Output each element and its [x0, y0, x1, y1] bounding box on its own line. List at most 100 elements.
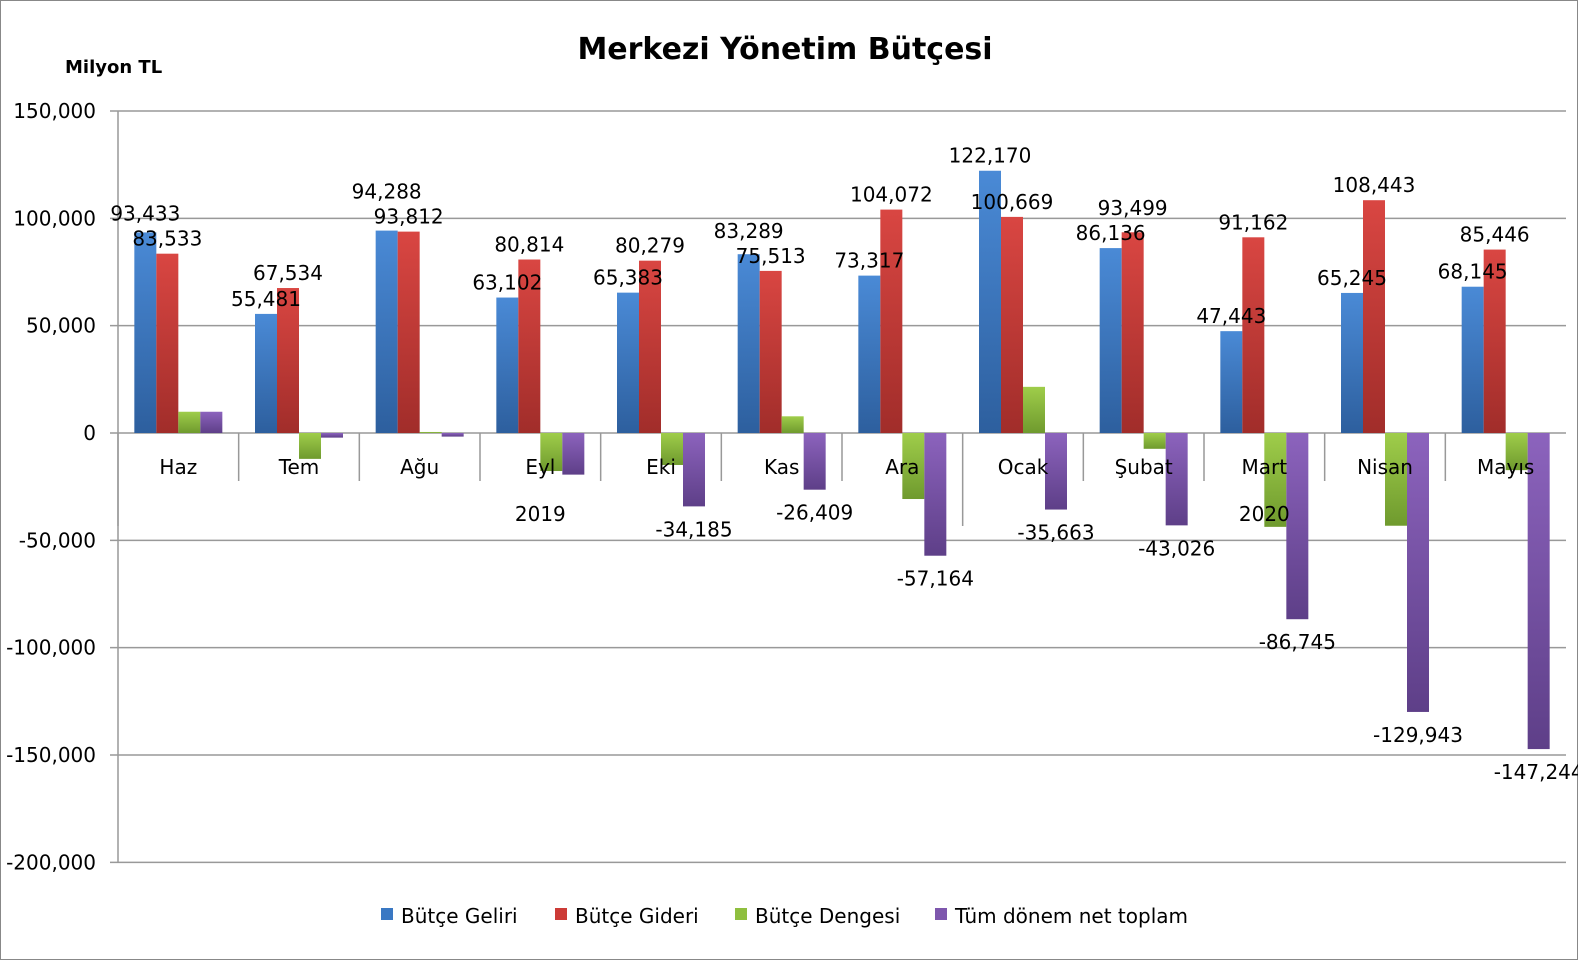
data-label: -129,943	[1373, 723, 1463, 747]
data-label: -57,164	[897, 567, 974, 591]
data-label: 65,245	[1317, 266, 1387, 290]
data-label: 75,513	[736, 244, 806, 268]
bar-bütçe-geliri	[496, 297, 519, 433]
data-label: -26,409	[776, 501, 853, 525]
bar-tüm-dönem-net-toplam	[1045, 433, 1067, 510]
data-label: -34,185	[655, 517, 732, 541]
x-category-label: Nisan	[1357, 455, 1413, 479]
y-tick-label: 0	[83, 421, 96, 445]
bar-bütçe-gideri	[1001, 216, 1023, 433]
bar-tüm-dönem-net-toplam	[683, 433, 705, 507]
bar-bütçe-dengesi	[1264, 433, 1287, 527]
bar-bütçe-gideri	[1242, 237, 1265, 433]
bar-bütçe-gideri	[277, 288, 299, 433]
year-group-label: 2019	[515, 502, 566, 526]
bar-bütçe-dengesi	[178, 411, 201, 433]
y-tick-label: -50,000	[19, 528, 96, 552]
data-label: -43,026	[1138, 536, 1215, 560]
bar-bütçe-geliri	[858, 275, 881, 433]
data-label: 47,443	[1196, 304, 1266, 328]
x-category-label: Şubat	[1115, 455, 1173, 479]
legend-label: Tüm dönem net toplam	[954, 904, 1188, 928]
bar-bütçe-geliri	[737, 254, 760, 433]
bar-tüm-dönem-net-toplam	[924, 433, 947, 556]
bar-bütçe-gideri	[759, 270, 782, 433]
data-label: 122,170	[949, 144, 1032, 168]
y-tick-label: -200,000	[6, 850, 96, 874]
y-axis-unit-label: Milyon TL	[65, 57, 162, 78]
bar-bütçe-dengesi	[1505, 433, 1528, 471]
bar-bütçe-dengesi	[299, 433, 321, 459]
bar-bütçe-gideri	[518, 259, 541, 433]
bar-tüm-dönem-net-toplam	[321, 433, 343, 438]
y-tick-label: 150,000	[13, 99, 96, 123]
data-label: 80,814	[494, 233, 564, 257]
x-category-label: Eyl	[525, 455, 555, 479]
data-label: 104,072	[850, 183, 933, 207]
bar-tüm-dönem-net-toplam	[803, 433, 826, 490]
legend-swatch	[935, 908, 947, 920]
bar-tüm-dönem-net-toplam	[1527, 433, 1550, 750]
data-label: 85,446	[1460, 223, 1530, 247]
data-label: 63,102	[472, 271, 542, 295]
bar-bütçe-gideri	[1363, 200, 1385, 433]
data-label: 93,812	[374, 205, 444, 229]
legend-swatch	[555, 908, 567, 920]
y-tick-label: 100,000	[13, 206, 96, 230]
bar-bütçe-dengesi	[902, 433, 925, 500]
bar-bütçe-geliri	[255, 313, 277, 433]
data-label: 55,481	[231, 287, 301, 311]
bar-bütçe-dengesi	[1143, 433, 1166, 449]
y-tick-label: -100,000	[6, 636, 96, 660]
data-label: 93,499	[1098, 196, 1168, 220]
legend-swatch	[735, 908, 747, 920]
bar-tüm-dönem-net-toplam	[1407, 433, 1429, 712]
bar-bütçe-gideri	[639, 260, 661, 433]
data-label: -35,663	[1017, 521, 1094, 545]
bar-bütçe-dengesi	[781, 416, 804, 433]
bar-bütçe-gideri	[1121, 232, 1144, 433]
bar-bütçe-geliri	[1341, 292, 1363, 433]
data-label: 91,162	[1218, 210, 1288, 234]
legend-label: Bütçe Gideri	[575, 904, 699, 928]
bar-tüm-dönem-net-toplam	[200, 411, 223, 433]
data-label: 83,533	[132, 227, 202, 251]
x-category-label: Ağu	[400, 455, 439, 479]
legend-label: Bütçe Dengesi	[755, 904, 900, 928]
bar-bütçe-dengesi	[1023, 386, 1045, 433]
bar-bütçe-dengesi	[1385, 433, 1407, 526]
bar-bütçe-geliri	[1461, 286, 1484, 433]
data-label: -86,745	[1259, 630, 1336, 654]
x-category-label: Ocak	[998, 455, 1049, 479]
y-tick-label: -150,000	[6, 743, 96, 767]
data-label: 80,279	[615, 234, 685, 258]
data-label: 108,443	[1333, 173, 1416, 197]
x-category-label: Haz	[159, 455, 197, 479]
year-group-label: 2020	[1239, 502, 1290, 526]
y-tick-label: 50,000	[26, 314, 96, 338]
bar-bütçe-dengesi	[540, 433, 563, 472]
bar-bütçe-dengesi	[661, 433, 683, 465]
x-category-label: Kas	[764, 455, 799, 479]
bar-bütçe-dengesi	[419, 431, 442, 433]
bar-bütçe-geliri	[979, 170, 1001, 433]
data-label: 100,669	[971, 190, 1054, 214]
bar-bütçe-geliri	[375, 230, 398, 433]
bar-bütçe-gideri	[1483, 249, 1506, 433]
x-category-label: Mayıs	[1477, 455, 1534, 479]
data-label: 73,317	[834, 249, 904, 273]
legend-swatch	[381, 908, 393, 920]
x-category-label: Eki	[646, 455, 676, 479]
bar-tüm-dönem-net-toplam	[1286, 433, 1309, 620]
legend-label: Bütçe Geliri	[401, 904, 518, 928]
data-label: 94,288	[352, 180, 422, 204]
bar-bütçe-gideri	[397, 231, 420, 433]
bar-bütçe-geliri	[1099, 248, 1122, 433]
bar-bütçe-geliri	[1220, 331, 1243, 433]
data-label: 86,136	[1076, 221, 1146, 245]
data-label: 67,534	[253, 261, 323, 285]
data-label: 68,145	[1438, 260, 1508, 284]
bar-bütçe-gideri	[156, 253, 179, 433]
